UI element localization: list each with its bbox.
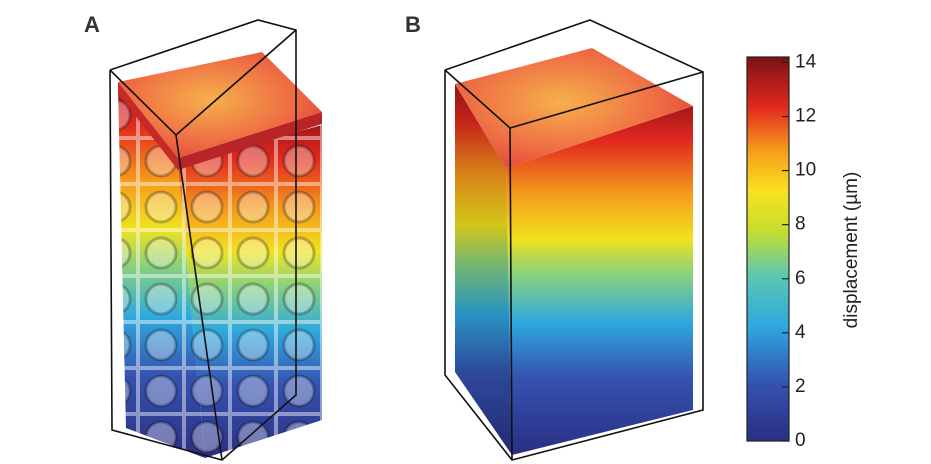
tick-label: 10 — [795, 160, 816, 181]
tick-label: 8 — [795, 214, 806, 235]
tick-label: 4 — [795, 322, 806, 343]
tick-label: 6 — [795, 268, 806, 289]
tick-label: 0 — [795, 430, 806, 451]
colorbar-label: displacement (µm) — [841, 172, 862, 329]
panel-label: B — [405, 12, 421, 37]
tick-label: 12 — [795, 106, 816, 127]
tick-label: 2 — [795, 376, 806, 397]
figure: A B 0 2 4 6 8 10 12 14 displacement (µm) — [0, 0, 931, 464]
colorbar — [747, 57, 789, 441]
tick-label: 14 — [795, 51, 817, 72]
panel-label: A — [84, 12, 100, 37]
lattice-render — [118, 52, 322, 458]
